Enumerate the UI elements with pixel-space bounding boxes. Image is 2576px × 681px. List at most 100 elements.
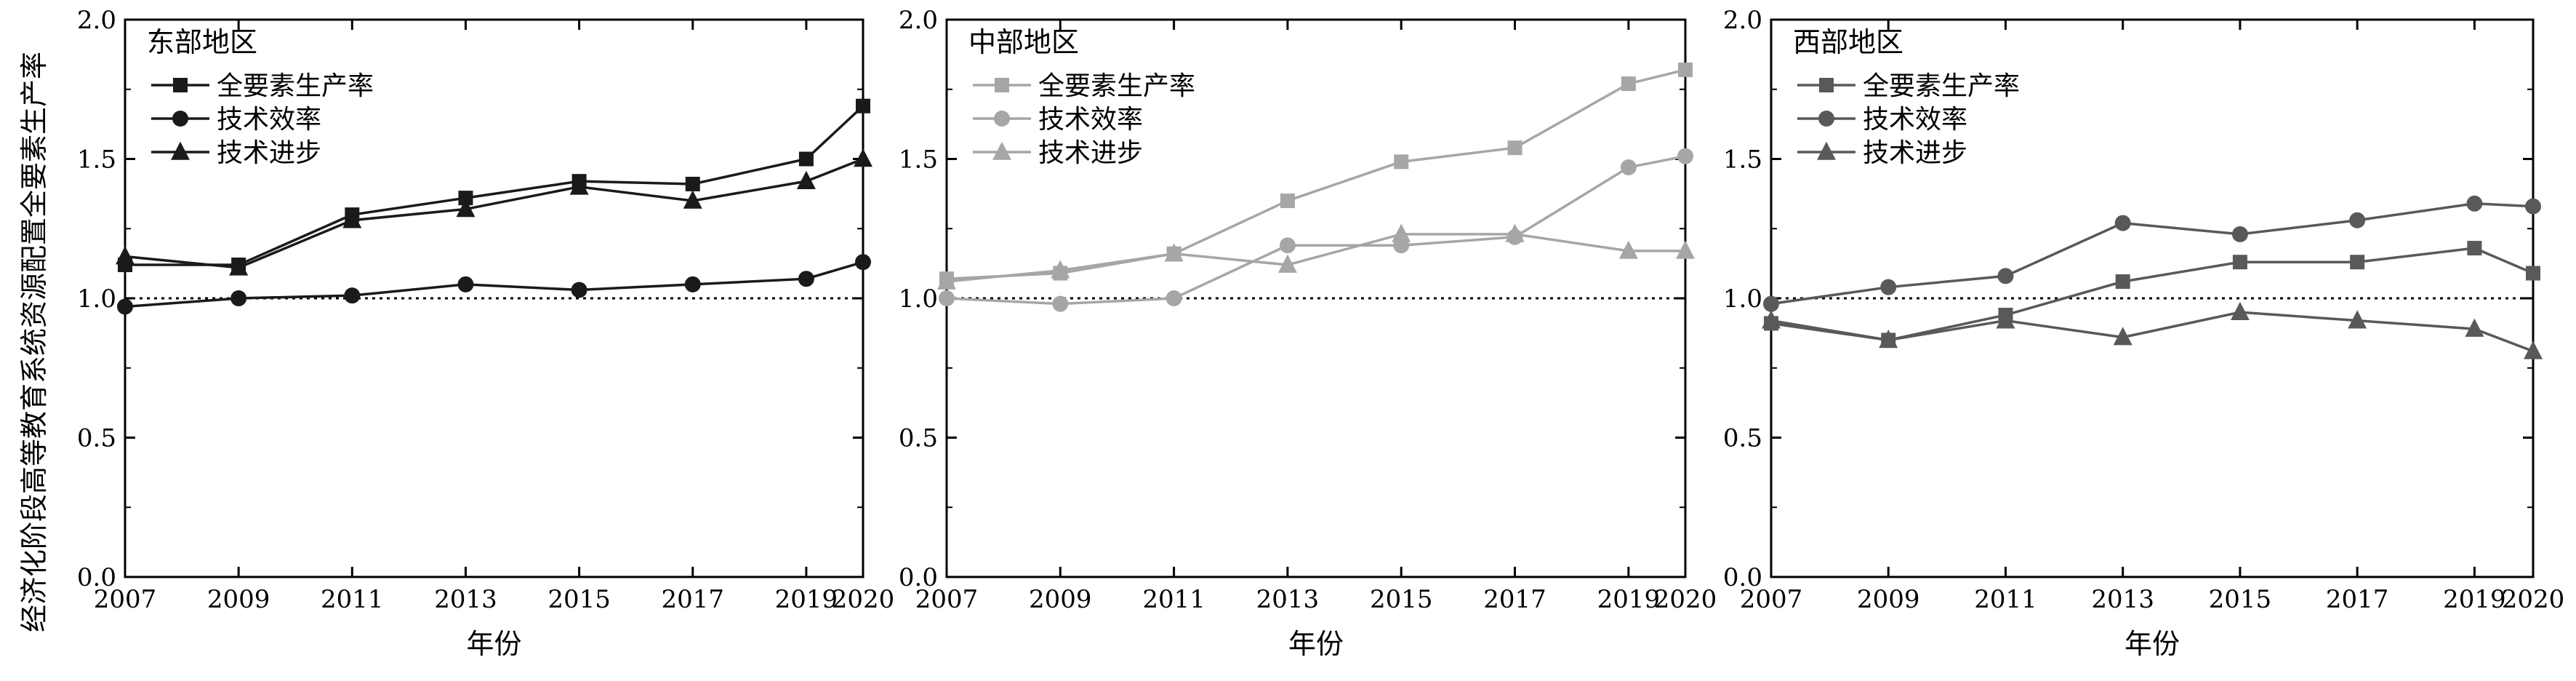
data-point xyxy=(116,246,135,265)
y-tick-label: 0.0 xyxy=(77,563,116,592)
series-line-3 xyxy=(1770,311,2534,353)
data-point xyxy=(2114,215,2131,231)
data-point xyxy=(1394,154,1409,170)
data-point xyxy=(1997,268,2014,284)
data-point xyxy=(2231,226,2248,242)
legend-label: 技术进步 xyxy=(217,138,321,168)
data-point xyxy=(571,282,587,298)
x-tick-label: 2009 xyxy=(1029,585,1092,614)
y-tick-label: 0.5 xyxy=(899,424,938,453)
data-point xyxy=(2350,255,2365,270)
y-tick-label: 1.5 xyxy=(1723,146,1762,175)
legend-marker xyxy=(995,78,1009,92)
legend-marker xyxy=(992,141,1011,160)
series-line-2 xyxy=(124,260,864,308)
data-point xyxy=(1164,243,1184,262)
data-point xyxy=(2348,310,2367,329)
data-point xyxy=(796,170,816,189)
data-point xyxy=(855,254,871,271)
y-axis-title: 经济化阶段高等教育系统资源配置全要素生产率 xyxy=(18,52,50,632)
series-line-2 xyxy=(1770,202,2534,306)
chart-panel-3: 0.0 0.5 1.0 1.5 2.0 2007 2009 2011 2013 2015 2017 2… xyxy=(1723,6,2564,660)
data-point xyxy=(1620,159,1637,175)
data-point xyxy=(2115,274,2130,290)
data-point xyxy=(1762,310,1781,329)
data-point xyxy=(2466,195,2483,212)
y-tick-label: 2.0 xyxy=(1723,6,1762,35)
data-point xyxy=(683,190,702,209)
data-point xyxy=(798,271,814,287)
x-tick-label: 2017 xyxy=(2326,585,2389,614)
data-point xyxy=(939,290,955,306)
x-tick-label: 2013 xyxy=(434,585,497,614)
y-tick-label: 0.5 xyxy=(77,424,116,453)
series-line-3 xyxy=(946,233,1685,283)
data-point xyxy=(2524,340,2543,359)
data-point xyxy=(684,276,701,292)
x-tick-label: 2020 xyxy=(1654,585,1717,614)
data-point xyxy=(456,199,476,218)
series-line-1 xyxy=(125,105,864,266)
legend-label: 技术进步 xyxy=(1038,138,1143,168)
y-tick-label: 1.0 xyxy=(77,284,116,314)
series-line-1 xyxy=(946,68,1686,280)
panel-title: 中部地区 xyxy=(968,26,1079,58)
y-tick-label: 1.5 xyxy=(77,146,116,175)
data-point xyxy=(1280,193,1295,208)
x-axis-title: 年份 xyxy=(2124,628,2180,660)
data-point xyxy=(1996,310,2015,329)
legend-label: 全要素生产率 xyxy=(217,71,374,101)
x-tick-label: 2019 xyxy=(1597,585,1661,614)
y-tick-label: 2.0 xyxy=(899,6,938,35)
data-point xyxy=(854,148,872,167)
data-point xyxy=(2525,198,2541,215)
legend-marker xyxy=(171,141,190,160)
legend-label: 技术效率 xyxy=(1038,105,1143,135)
legend-marker xyxy=(172,111,188,127)
data-point xyxy=(1879,330,1898,349)
data-point xyxy=(344,287,361,304)
data-point xyxy=(2465,318,2484,337)
data-point xyxy=(1392,223,1411,242)
chart-panel-2: 0.0 0.5 1.0 1.5 2.0 2007 2009 2011 2013 2015 2017 2… xyxy=(899,6,1717,660)
data-point xyxy=(937,271,956,290)
data-point xyxy=(1676,240,1695,259)
data-point xyxy=(342,210,362,228)
x-tick-label: 2007 xyxy=(1740,585,1803,614)
x-tick-label: 2017 xyxy=(1483,585,1546,614)
y-tick-label: 0.0 xyxy=(1723,563,1762,592)
x-tick-label: 2009 xyxy=(207,585,270,614)
panel-title: 东部地区 xyxy=(147,26,257,58)
data-point xyxy=(457,276,474,292)
data-point xyxy=(229,257,249,276)
data-point xyxy=(2467,241,2482,256)
data-point xyxy=(1677,148,1693,164)
data-point xyxy=(798,151,814,167)
legend-label: 技术效率 xyxy=(217,105,321,135)
x-tick-label: 2017 xyxy=(662,585,725,614)
legend-label: 全要素生产率 xyxy=(1038,71,1195,101)
y-tick-label: 1.5 xyxy=(899,146,938,175)
chart-panels: 0.0 0.5 1.0 1.5 2.0 2007 2009 2011 2013 2015 2017 2… xyxy=(77,6,2564,660)
data-point xyxy=(1052,295,1069,312)
x-tick-label: 2013 xyxy=(2091,585,2154,614)
y-tick-label: 0.0 xyxy=(899,563,938,592)
data-point xyxy=(117,298,133,315)
data-point xyxy=(2230,301,2250,320)
data-point xyxy=(1763,295,1779,312)
data-point xyxy=(1618,240,1638,259)
data-point xyxy=(1507,140,1522,156)
y-tick-label: 1.0 xyxy=(1723,284,1762,314)
x-tick-label: 2019 xyxy=(2443,585,2506,614)
data-point xyxy=(230,290,247,306)
x-tick-label: 2007 xyxy=(915,585,979,614)
x-axis-title: 年份 xyxy=(466,628,521,660)
y-tick-label: 0.5 xyxy=(1723,424,1762,453)
x-tick-label: 2011 xyxy=(321,585,384,614)
series-line-2 xyxy=(946,154,1686,306)
data-point xyxy=(1621,76,1636,92)
y-tick-label: 1.0 xyxy=(899,284,938,314)
x-tick-label: 2015 xyxy=(1370,585,1433,614)
x-tick-label: 2007 xyxy=(94,585,157,614)
x-tick-label: 2015 xyxy=(2209,585,2272,614)
